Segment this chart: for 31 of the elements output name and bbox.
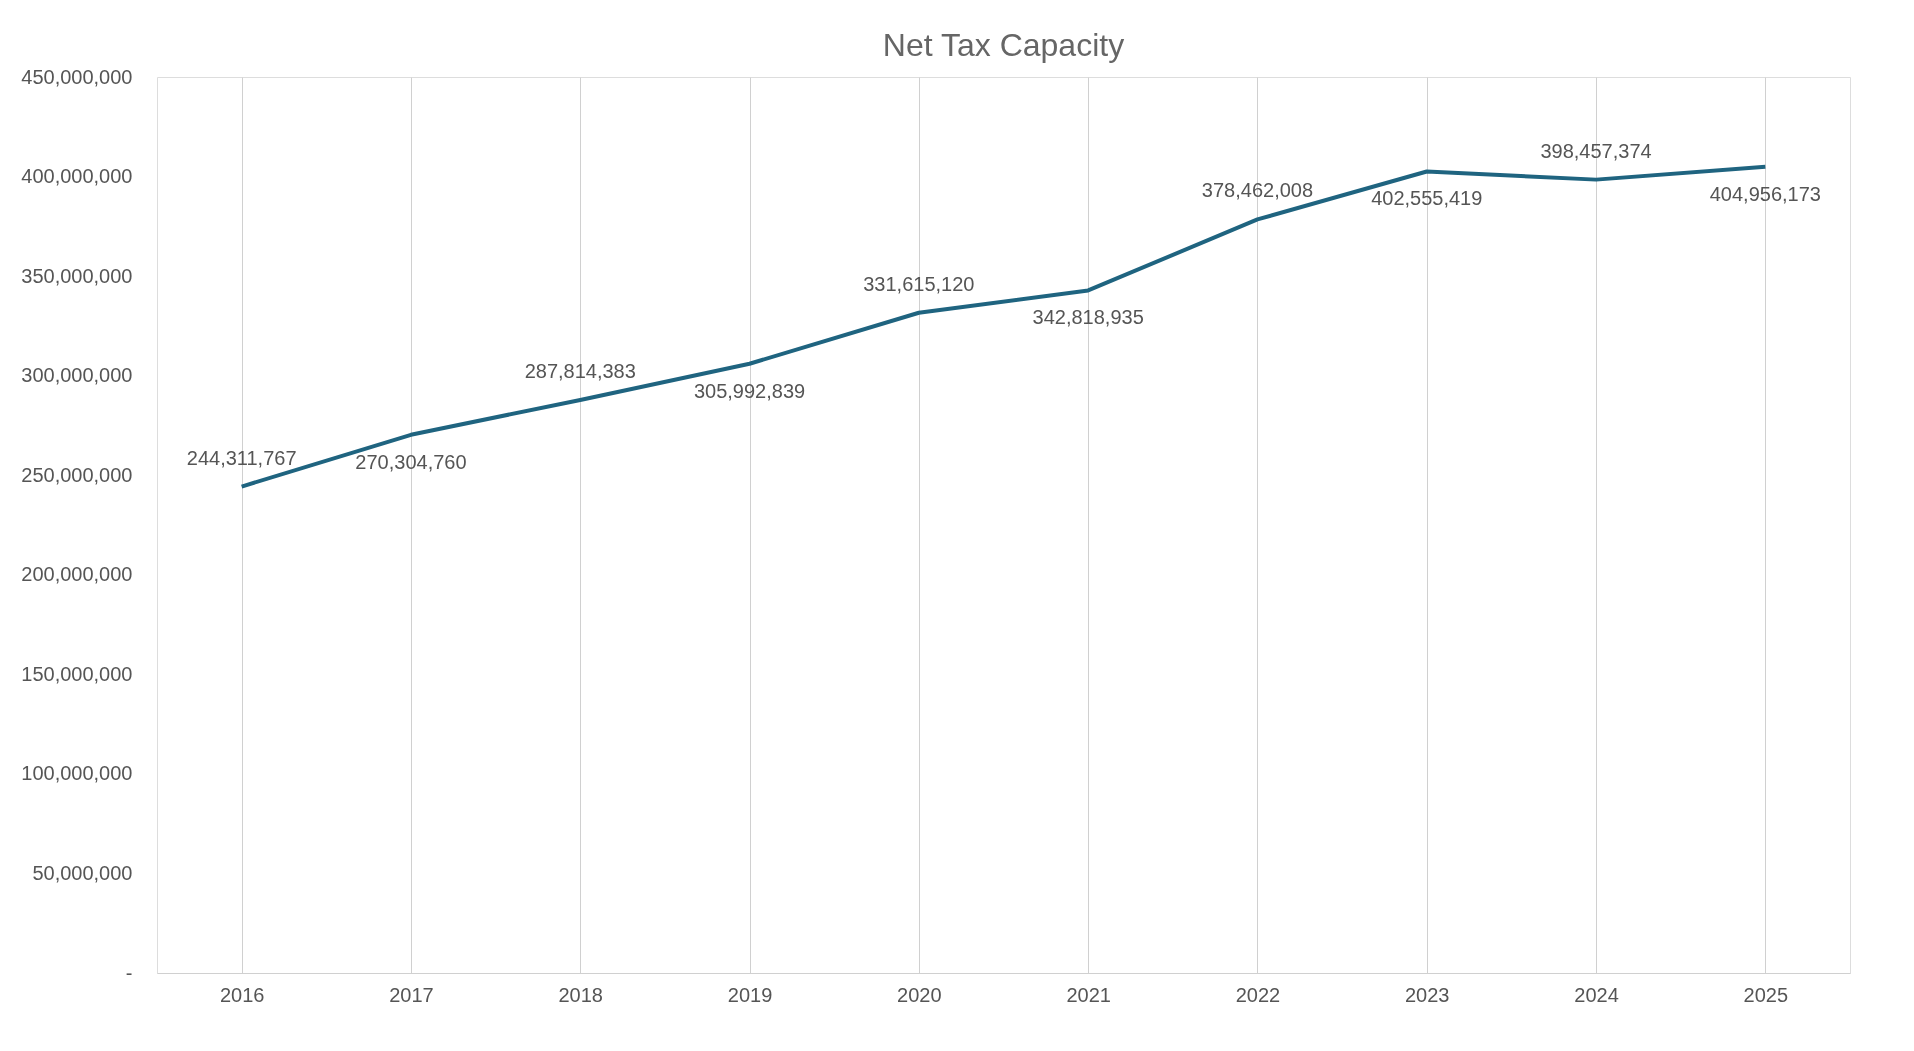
x-tick-label: 2016 — [219, 983, 265, 1006]
y-tick-label: 350,000,000 — [21, 264, 133, 287]
y-tick-label: 150,000,000 — [21, 662, 133, 685]
data-label: 287,814,383 — [524, 359, 636, 382]
x-tick-label: 2021 — [1066, 983, 1111, 1006]
y-tick-label: 450,000,000 — [21, 65, 133, 88]
x-tick-label: 2022 — [1235, 983, 1281, 1006]
data-label: 342,818,935 — [1032, 306, 1144, 329]
x-tick-label: 2017 — [389, 983, 434, 1006]
y-tick-label: 200,000,000 — [21, 563, 133, 586]
data-label: 402,555,419 — [1371, 187, 1483, 210]
x-tick-label: 2023 — [1405, 983, 1450, 1006]
data-label: 244,311,767 — [186, 446, 297, 469]
x-tick-label: 2020 — [897, 983, 942, 1006]
x-tick-label: 2024 — [1574, 983, 1619, 1006]
x-tick-label: 2025 — [1743, 983, 1789, 1006]
data-label: 331,615,120 — [863, 272, 975, 295]
data-label: 404,956,173 — [1709, 182, 1821, 205]
data-label: 305,992,839 — [693, 379, 806, 402]
y-tick-label: 400,000,000 — [21, 165, 133, 188]
data-label: 378,462,008 — [1201, 179, 1314, 202]
y-tick-label: 250,000,000 — [21, 463, 133, 486]
y-tick-label: 100,000,000 — [21, 762, 133, 785]
chart-title: Net Tax Capacity — [882, 27, 1125, 63]
y-tick-label: - — [125, 961, 133, 984]
x-tick-label: 2018 — [558, 983, 603, 1006]
x-tick-label: 2019 — [727, 983, 773, 1006]
y-tick-label: 300,000,000 — [21, 364, 133, 387]
data-label: 270,304,760 — [355, 450, 467, 473]
data-label: 398,457,374 — [1540, 139, 1652, 162]
y-tick-label: 50,000,000 — [32, 861, 133, 884]
